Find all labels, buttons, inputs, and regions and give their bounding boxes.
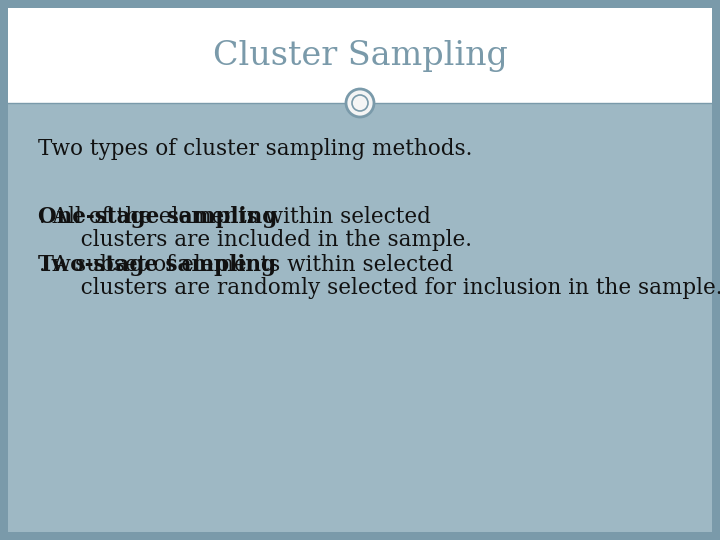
Bar [8, 8, 712, 103]
Text: . All of the elements within selected: . All of the elements within selected [39, 206, 431, 228]
Circle shape [346, 89, 374, 117]
Text: Two types of cluster sampling methods.: Two types of cluster sampling methods. [38, 138, 472, 160]
Text: clusters are randomly selected for inclusion in the sample.: clusters are randomly selected for inclu… [60, 277, 720, 299]
Text: . A subset of elements within selected: . A subset of elements within selected [39, 254, 454, 276]
Circle shape [352, 95, 368, 111]
Bar [8, 103, 712, 532]
Text: Two-stage sampling: Two-stage sampling [38, 254, 276, 276]
Text: Cluster Sampling: Cluster Sampling [212, 39, 508, 71]
Text: One-stage sampling: One-stage sampling [38, 206, 277, 228]
Text: clusters are included in the sample.: clusters are included in the sample. [60, 229, 472, 251]
